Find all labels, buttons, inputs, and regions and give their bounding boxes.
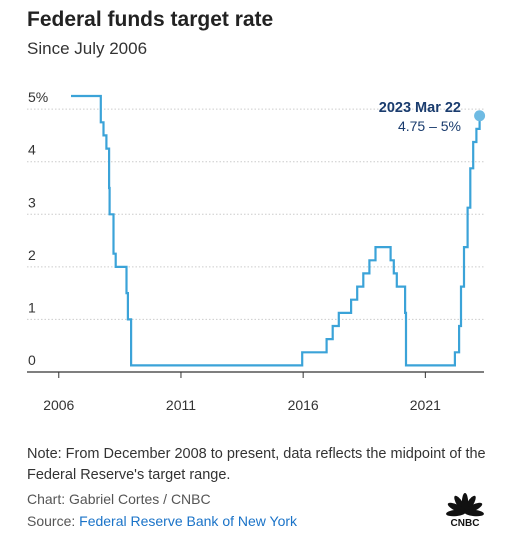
chart-credit: Chart: Gabriel Cortes / CNBC xyxy=(27,491,211,507)
y-tick-label: 1 xyxy=(28,299,36,315)
x-tick-label: 2016 xyxy=(288,397,319,413)
rate-step-line xyxy=(71,94,481,367)
latest-point-marker xyxy=(474,110,486,122)
y-tick-label: 2 xyxy=(28,247,36,263)
y-tick-label: 5% xyxy=(28,89,48,105)
annotation-date: 2023 Mar 22 xyxy=(379,100,461,116)
logo-wordmark: CNBC xyxy=(451,518,480,528)
chart-note: Note: From December 2008 to present, dat… xyxy=(27,446,486,483)
y-tick-label: 4 xyxy=(28,142,36,158)
source-prefix: Source: xyxy=(27,513,80,529)
source-line: Source: Federal Reserve Bank of New York xyxy=(27,513,297,529)
x-tick-label: 2011 xyxy=(166,397,196,413)
chart-subtitle: Since July 2006 xyxy=(27,39,148,58)
y-tick-label: 0 xyxy=(28,352,36,368)
x-tick-label: 2006 xyxy=(43,397,74,413)
annotation-range: 4.75 – 5% xyxy=(398,118,461,134)
source-link[interactable]: Federal Reserve Bank of New York xyxy=(79,513,298,529)
x-tick-label: 2021 xyxy=(410,397,441,413)
y-tick-label: 3 xyxy=(28,194,36,210)
chart-title: Federal funds target rate xyxy=(27,8,274,31)
line-chart: 0 1 2 3 4 5% 2006 2011 2016 2021 2023 Mar 22 4.75 –… xyxy=(27,89,486,413)
peacock-feathers-icon xyxy=(446,493,484,517)
cnbc-peacock-logo: CNBC xyxy=(446,493,484,528)
